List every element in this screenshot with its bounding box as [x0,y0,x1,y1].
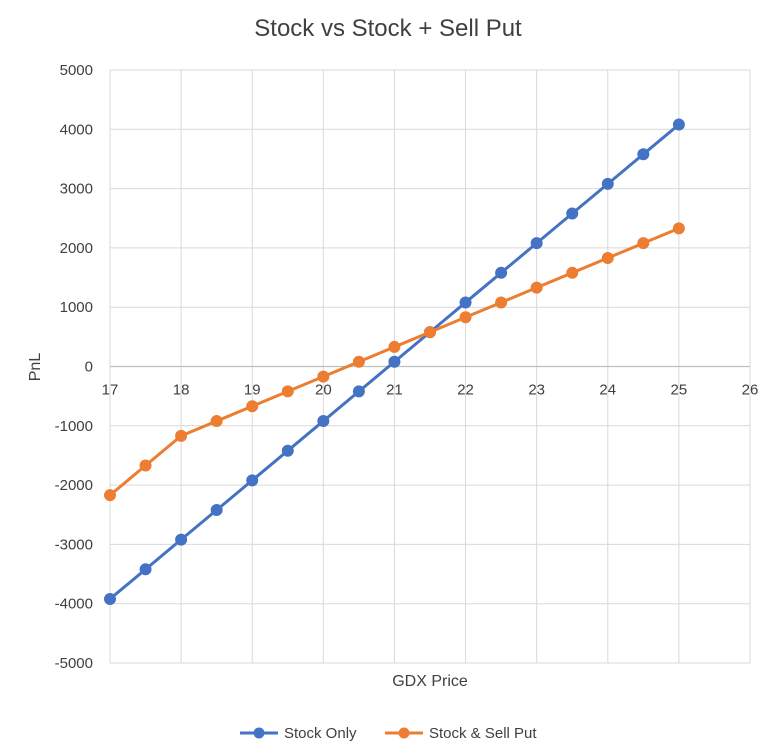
y-tick-label: -2000 [55,477,93,494]
data-point [566,207,579,220]
data-point [566,266,579,279]
data-point [495,296,508,309]
data-point [672,118,685,131]
data-point [317,370,330,383]
x-tick-label: 19 [244,382,261,399]
legend-label: Stock Only [284,725,357,742]
data-point [139,563,152,576]
data-point [637,237,650,250]
data-point [637,148,650,161]
chart-title: Stock vs Stock + Sell Put [254,15,522,42]
data-point [352,385,365,398]
legend-item: Stock Only [240,725,357,742]
y-tick-label: 0 [85,359,93,376]
data-point [601,251,614,264]
x-tick-label: 26 [742,382,759,399]
x-tick-label: 20 [315,382,332,399]
data-point [424,326,436,339]
x-tick-label: 17 [102,382,119,399]
data-point [530,237,543,250]
data-point [210,415,223,428]
series-lines [104,118,685,605]
data-point [175,429,188,442]
x-tick-label: 21 [386,382,403,399]
y-tick-label: -4000 [55,596,93,613]
data-point [388,340,401,353]
data-point [459,296,472,309]
data-point [175,533,188,546]
x-tick-label: 22 [457,382,474,399]
legend-marker [253,727,265,739]
x-tick-label: 18 [173,382,190,399]
legend-label: Stock & Sell Put [429,725,537,742]
y-tick-label: 4000 [60,121,93,138]
y-tick-label: -1000 [55,418,93,435]
data-point [104,592,116,605]
y-tick-label: -5000 [55,655,93,672]
data-point [352,355,365,368]
data-point [388,355,401,368]
x-tick-label: 24 [599,382,616,399]
data-point [139,459,152,472]
data-point [495,266,508,279]
data-point [281,385,294,398]
y-tick-label: 2000 [60,240,93,257]
data-point [210,504,223,517]
legend: Stock Only Stock & Sell Put [240,725,537,742]
x-tick-label: 25 [671,382,688,399]
data-point [459,311,472,324]
y-tick-label: 1000 [60,299,93,316]
data-point [246,474,259,487]
x-tick-label: 23 [528,382,545,399]
legend-marker [398,727,410,739]
x-axis-title: GDX Price [392,673,468,690]
data-point [246,400,259,413]
data-point [672,222,685,235]
y-axis-title: PnL [27,353,44,382]
tick-labels: 5000 4000 3000 2000 1000 0 -1000 -2000 -3000 -400… [55,62,759,672]
y-tick-label: 3000 [60,181,93,198]
data-point [104,489,116,502]
y-tick-label: -3000 [55,536,93,553]
legend-item: Stock & Sell Put [385,725,537,742]
data-point [530,281,543,294]
data-point [281,444,294,457]
data-point [317,415,330,428]
y-tick-label: 5000 [60,62,93,79]
data-point [601,177,614,190]
